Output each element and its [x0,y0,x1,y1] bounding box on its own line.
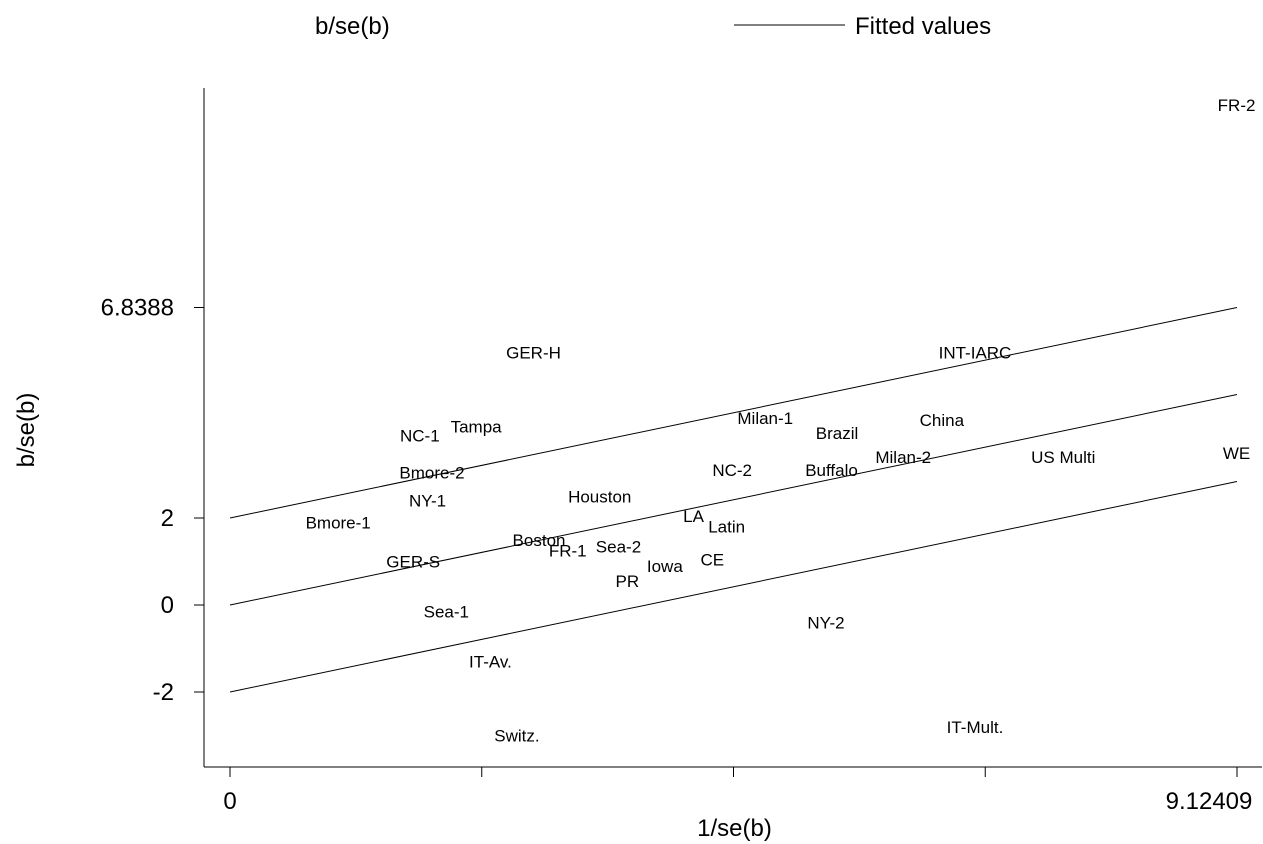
legend-entry-fitted-values: Fitted values [855,13,991,40]
point-label-iowa: Iowa [647,557,683,576]
point-label-ger-s: GER-S [386,553,440,572]
point-label-us-multi: US Multi [1031,448,1095,467]
point-label-pr: PR [616,572,640,591]
fitted-line-3 [229,481,1238,693]
point-label-we: WE [1223,444,1250,463]
point-label-buffalo: Buffalo [805,461,858,480]
x-ticks: 0 9.12409 [223,767,1252,815]
point-label-switz: Switz. [494,727,539,746]
point-label-la: LA [683,507,704,526]
point-label-int-iarc: INT-IARC [939,344,1012,363]
y-ticks: -2 0 2 6.8388 [101,295,204,706]
point-label-houston: Houston [568,487,631,506]
point-label-ger-h: GER-H [506,344,561,363]
point-label-milan-2: Milan-2 [875,448,931,467]
point-label-tampa: Tampa [451,418,503,437]
y-axis-title: b/se(b) [13,393,40,468]
point-label-fr-2: FR-2 [1218,96,1256,115]
legend-entry-b-se-b: b/se(b) [315,13,390,40]
point-label-brazil: Brazil [816,424,859,443]
x-axis-title: 1/se(b) [697,815,772,842]
point-label-it-mult: IT-Mult. [947,718,1004,737]
y-tick-label: 0 [161,592,174,619]
point-label-it-av: IT-Av. [469,653,512,672]
point-label-boston: Boston [513,531,566,550]
legend: b/se(b) Fitted values [315,13,991,40]
point-label-fr-1: FR-1 [549,542,587,561]
fitted-line-2 [229,394,1238,606]
point-label-milan-1: Milan-1 [737,409,793,428]
point-label-sea-1: Sea-1 [424,603,469,622]
fitted-line-1 [229,307,1238,519]
point-label-sea-2: Sea-2 [596,537,641,556]
y-tick-label: 2 [161,505,174,532]
point-label-ny-1: NY-1 [409,492,446,511]
point-label-nc-1: NC-1 [400,426,440,445]
point-label-ny-2: NY-2 [807,613,844,632]
y-tick-label: 6.8388 [101,295,174,322]
point-labels: FR-2 GER-H INT-IARC Milan-1 China NC-1 Tampa Br… [306,96,1256,746]
point-label-china: China [920,411,965,430]
point-label-bmore-1: Bmore-1 [306,513,371,532]
x-tick-label: 9.12409 [1166,788,1253,815]
axes: 0 9.12409 -2 0 2 6.8388 [101,88,1262,815]
point-label-bmore-2: Bmore-2 [399,463,464,482]
point-label-nc-2: NC-2 [712,461,752,480]
point-label-latin: Latin [708,518,745,537]
y-tick-label: -2 [153,679,174,706]
fitted-lines [229,307,1238,693]
point-label-ce: CE [700,550,724,569]
x-tick-label: 0 [223,788,236,815]
